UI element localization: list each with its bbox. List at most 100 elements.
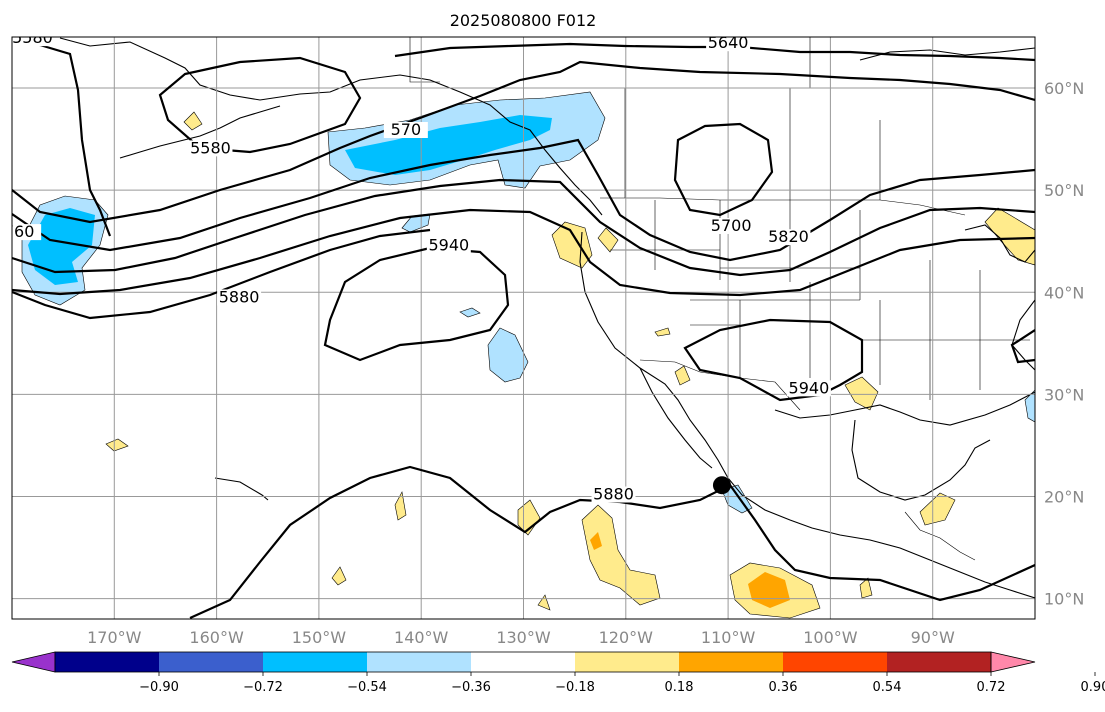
border-state-grid <box>610 200 1030 400</box>
latitude-tick-label: 10°N <box>1044 590 1084 609</box>
contour-label-background <box>709 217 754 234</box>
contour-label: 5880 <box>219 287 260 306</box>
longitude-tick-label: 120°W <box>599 628 654 647</box>
anomaly-shading <box>21 91 1035 619</box>
contour-label-background <box>383 122 428 138</box>
colorbar-tick-label: −0.54 <box>347 680 387 695</box>
contour-label-background <box>706 37 751 52</box>
longitude-tick-label: 100°W <box>803 628 858 647</box>
pos-anomaly-pac-1 <box>581 504 661 606</box>
contour-label: 760 <box>4 222 35 241</box>
contour-label-background <box>188 140 233 157</box>
contour-label: 5940 <box>428 235 469 254</box>
contour-5580-west <box>12 37 112 237</box>
colorbar: −0.90 −0.72 −0.54 −0.36 −0.18 0.18 0.36 0.54 0.7… <box>11 651 1105 695</box>
pos-anomaly-pac-8 <box>183 111 203 131</box>
latitude-labels: 60°N 50°N 40°N 30°N 20°N 10°N <box>1044 79 1084 609</box>
colorbar-tick-label: 0.54 <box>873 680 902 695</box>
border-us-canada <box>600 197 966 216</box>
longitude-tick-label: 160°W <box>189 628 244 647</box>
colorbar-segment <box>159 652 264 672</box>
longitude-tick-label: 90°W <box>911 628 955 647</box>
contour-label-background <box>426 237 471 254</box>
neg-anomaly-west-core <box>28 208 95 285</box>
longitude-labels: 170°W 160°W 150°W 140°W 130°W 120°W 110°W 100°W… <box>87 628 955 647</box>
colorbar-tick-label: 0.18 <box>665 680 694 695</box>
contour-5580-low <box>158 56 362 154</box>
latitude-tick-label: 30°N <box>1044 385 1084 404</box>
contour-5700-canada <box>673 122 774 217</box>
neg-anomaly-small-2 <box>459 307 481 318</box>
colorbar-segment <box>263 652 368 672</box>
colorbar-frame <box>54 651 992 673</box>
contour-5700 <box>12 138 1035 262</box>
contour-label-background <box>12 37 55 47</box>
contour-labels: 5580 5640 5580 570 5700 5820 5940 5880 760 5940 58… <box>4 28 831 504</box>
coastline-hawaii <box>214 477 269 501</box>
coastlines <box>59 37 1035 599</box>
colorbar-tick-label: 0.36 <box>769 680 798 695</box>
longitude-tick-label: 140°W <box>394 628 449 647</box>
colorbar-segment <box>575 652 680 672</box>
contour-label-background <box>591 486 636 503</box>
colorbar-extend-max <box>990 651 1036 673</box>
colorbar-extend-min <box>11 651 56 673</box>
contour-label-background <box>217 289 262 306</box>
pos-anomaly-texas <box>844 376 879 411</box>
contour-label: 5820 <box>768 227 809 246</box>
colorbar-segment <box>887 652 992 672</box>
colorbar-tick-label: 0.90 <box>1081 680 1105 695</box>
storm-position-marker <box>712 476 731 495</box>
border-central-america <box>904 511 976 561</box>
height-contours <box>12 37 1035 619</box>
political-borders <box>409 37 1030 561</box>
coastline-alaska <box>59 37 603 216</box>
colorbar-segment <box>367 652 472 672</box>
contour-label-background <box>786 380 831 397</box>
longitude-tick-label: 170°W <box>87 628 142 647</box>
colorbar-tick-label: −0.36 <box>451 680 491 695</box>
border-alaska-canada <box>409 37 440 83</box>
contour-5940-pacific <box>323 246 510 362</box>
longitude-tick-label: 110°W <box>701 628 756 647</box>
longitude-tick-label: 150°W <box>292 628 347 647</box>
contour-label: 5700 <box>711 216 752 235</box>
colorbar-tick-label: 0.72 <box>977 680 1006 695</box>
neg-anomaly-gulf-core <box>345 115 552 175</box>
coastline-yucatan <box>851 419 991 501</box>
contour-label: 570 <box>391 120 422 139</box>
contour-label: 5580 <box>12 28 53 47</box>
latitude-tick-label: 60°N <box>1044 79 1084 98</box>
contour-5760 <box>12 178 1035 277</box>
colorbar-tick-label: −0.72 <box>243 680 283 695</box>
contour-label-background <box>12 224 42 241</box>
map-title: 2025080800 F012 <box>450 11 597 30</box>
contour-label: 5580 <box>190 138 231 157</box>
pos-anomaly-baja <box>674 365 691 386</box>
latitude-tick-label: 20°N <box>1044 487 1084 506</box>
colorbar-segment <box>679 652 784 672</box>
colorbar-segment <box>55 652 160 672</box>
pos-anomaly-pac-7 <box>537 594 551 611</box>
latitude-tick-label: 40°N <box>1044 283 1084 302</box>
contour-label: 5880 <box>593 485 634 504</box>
latitude-tick-label: 50°N <box>1044 181 1084 200</box>
pos-anomaly-pac-10 <box>654 327 671 337</box>
longitude-tick-label: 130°W <box>496 628 551 647</box>
contour-5820 <box>12 208 1035 297</box>
pos-anomaly-2 <box>597 227 619 253</box>
contour-5940-us <box>683 318 864 402</box>
contour-5880-east <box>1010 329 1035 364</box>
coastline-baja <box>639 367 713 469</box>
coastline-gulf-of-mexico <box>774 391 1035 426</box>
contour-5640 <box>12 60 1035 224</box>
colorbar-segment <box>783 652 888 672</box>
contour-label-background <box>766 229 811 246</box>
map-plot-area: 5580 5640 5580 570 5700 5820 5940 5880 760 5940 58… <box>4 28 1035 619</box>
neg-anomaly-small-1 <box>401 213 431 233</box>
pos-anomaly-pac-1-core <box>590 532 602 550</box>
colorbar-tick-label: −0.18 <box>555 680 595 695</box>
coastline-aleutians <box>119 105 281 159</box>
contour-5880-north <box>12 228 431 320</box>
